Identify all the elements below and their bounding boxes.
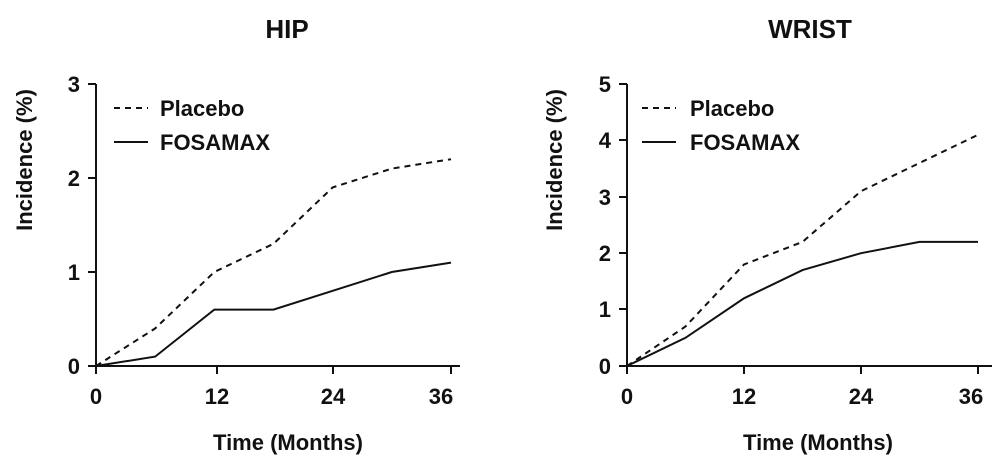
wrist-x-tick-label: 24: [849, 384, 874, 409]
wrist-x-ticks: 0 12 24 36: [621, 366, 983, 409]
hip-x-tick-label: 36: [429, 384, 453, 409]
wrist-y-tick-label: 1: [599, 297, 611, 322]
hip-x-ticks: 0 12 24 36: [90, 366, 453, 409]
wrist-x-axis-label: Time (Months): [743, 430, 893, 455]
hip-legend-placebo-label: Placebo: [160, 96, 244, 121]
hip-series-layer: [95, 158, 452, 367]
wrist-fosamax-line: [626, 240, 978, 367]
wrist-panel: WRIST Incidence (%) Time (Months) 0 1 2 …: [542, 14, 992, 455]
wrist-y-tick-label: 5: [599, 72, 611, 97]
wrist-y-tick-label: 3: [599, 185, 611, 210]
wrist-x-tick-label: 0: [621, 384, 633, 409]
hip-x-axis-label: Time (Months): [213, 430, 363, 455]
hip-x-tick-label: 12: [205, 384, 229, 409]
hip-y-tick-label: 1: [68, 260, 80, 285]
wrist-y-axis-label: Incidence (%): [542, 89, 567, 231]
hip-legend: Placebo FOSAMAX: [114, 96, 270, 155]
wrist-title: WRIST: [768, 14, 852, 44]
wrist-y-ticks: 0 1 2 3 4 5: [599, 72, 627, 379]
hip-y-tick-label: 2: [68, 166, 80, 191]
wrist-y-tick-label: 4: [599, 128, 612, 153]
hip-title: HIP: [265, 14, 308, 44]
hip-x-tick-label: 0: [90, 384, 102, 409]
wrist-x-tick-label: 36: [959, 384, 983, 409]
hip-legend-fosamax-label: FOSAMAX: [160, 130, 270, 155]
hip-fosamax-line: [95, 261, 452, 367]
hip-y-axis-label: Incidence (%): [12, 89, 37, 231]
wrist-y-tick-label: 2: [599, 241, 611, 266]
wrist-placebo-line: [626, 133, 979, 367]
wrist-legend-fosamax-label: FOSAMAX: [690, 130, 800, 155]
wrist-series-layer: [626, 133, 979, 367]
wrist-legend-placebo-label: Placebo: [690, 96, 774, 121]
hip-y-tick-label: 0: [68, 354, 80, 379]
wrist-x-tick-label: 12: [732, 384, 756, 409]
hip-panel: HIP Incidence (%) Time (Months) 0 1 2 3 …: [12, 14, 460, 455]
wrist-legend: Placebo FOSAMAX: [642, 96, 800, 155]
wrist-y-tick-label: 0: [599, 354, 611, 379]
hip-placebo-line: [95, 158, 452, 367]
hip-y-tick-label: 3: [68, 72, 80, 97]
hip-x-tick-label: 24: [321, 384, 346, 409]
hip-y-ticks: 0 1 2 3: [68, 72, 96, 379]
